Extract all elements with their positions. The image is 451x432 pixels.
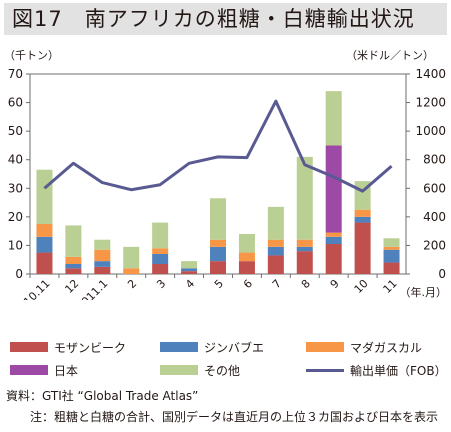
bar-mozambique (210, 261, 226, 274)
y-right-tick-label: 0 (438, 267, 446, 281)
y-axis-left-title: （千トン） (4, 49, 59, 62)
x-tick-label: 7 (270, 277, 284, 291)
bar-other (181, 261, 198, 269)
x-axis-unit-label: （年.月） (400, 285, 448, 299)
bar-mozambique (152, 264, 169, 274)
legend-label-zimbabwe: ジンバブエ (204, 341, 265, 355)
x-tick-label: 6 (241, 277, 255, 291)
bar-mozambique (325, 244, 342, 274)
bar-madagascar (94, 249, 111, 262)
bar-zimbabwe (152, 254, 169, 264)
y-axis-right-title: （米ドル／トン） (346, 49, 434, 62)
bar-madagascar (238, 252, 255, 262)
x-tick-label: 2011.1 (74, 277, 110, 300)
y-left-tick-label: 70 (8, 67, 23, 81)
bar-other (210, 198, 226, 240)
bar-mozambique (238, 261, 255, 274)
y-right-tick-label: 800 (423, 153, 446, 167)
bar-zimbabwe (65, 264, 82, 269)
x-tick-label: 12 (62, 277, 81, 296)
x-tick-label: 5 (212, 277, 226, 291)
bar-madagascar (210, 239, 226, 247)
bar-zimbabwe (296, 246, 313, 252)
bar-mozambique (181, 271, 198, 274)
x-tick-label: 10 (352, 277, 371, 296)
y-right-tick-label: 200 (423, 238, 446, 252)
bar-other (65, 225, 82, 257)
legend-label-madagascar: マダガスカル (350, 341, 423, 355)
legend-swatch-other (160, 365, 198, 375)
bar-madagascar (36, 224, 53, 237)
bar-other (296, 156, 313, 240)
bar-madagascar (123, 268, 140, 274)
bar-madagascar (267, 239, 284, 247)
bar-other (36, 169, 53, 224)
source-note: 資料：GTI社 “Global Trade Atlas” (6, 389, 199, 403)
chart-plot: 0 10 20 30 40 50 60 70 0 200 400 600 800 1000 1200 1400… (8, 67, 448, 300)
bar-madagascar (296, 239, 313, 247)
bar-zimbabwe (267, 246, 284, 256)
bar-madagascar (152, 248, 169, 254)
y-right-tick-label: 600 (423, 181, 446, 195)
legend-line-price (306, 369, 344, 372)
bar-other (123, 246, 140, 269)
y-right-tick-label: 1200 (415, 96, 446, 110)
y-left-tick-label: 30 (8, 181, 23, 195)
bar-other (325, 91, 342, 146)
legend-label-japan: 日本 (54, 364, 79, 378)
legend-swatch-zimbabwe (160, 342, 198, 352)
bar-madagascar (65, 256, 82, 264)
chart-title: 図17 南アフリカの粗糖・白糖輸出状況 (4, 3, 447, 35)
bar-zimbabwe (181, 268, 198, 272)
legend-swatch-mozambique (10, 342, 48, 352)
y-left-tick-label: 60 (8, 96, 23, 110)
bar-mozambique (94, 266, 111, 274)
bar-zimbabwe (210, 246, 226, 262)
x-tick-label: 11 (381, 277, 400, 296)
bar-other (383, 238, 400, 247)
y-right-tick-label: 1000 (415, 124, 446, 138)
bar-mozambique (65, 268, 82, 274)
legend-swatch-japan (10, 365, 48, 375)
legend-label-other: その他 (204, 364, 241, 378)
bar-mozambique (296, 251, 313, 274)
bar-mozambique (354, 222, 371, 274)
x-tick-label: 3 (154, 277, 168, 291)
bar-zimbabwe (325, 236, 342, 244)
bar-other (94, 239, 111, 250)
legend-swatch-madagascar (306, 342, 344, 352)
bar-zimbabwe (383, 249, 400, 263)
price-line (43, 99, 393, 193)
bar-zimbabwe (94, 261, 111, 267)
bar-mozambique (36, 252, 53, 274)
bar-madagascar (325, 232, 342, 237)
bar-madagascar (383, 246, 400, 250)
legend-label-price: 輸出単価（FOB） (350, 364, 447, 378)
x-tick-label: 9 (328, 277, 342, 291)
bar-zimbabwe (354, 216, 371, 223)
bar-other (238, 234, 255, 253)
x-tick-label: 4 (183, 277, 197, 291)
bar-other (267, 206, 284, 240)
y-left-tick-label: 40 (8, 153, 23, 167)
y-left-tick-label: 10 (8, 238, 23, 252)
legend-label-mozambique: モザンビーク (54, 341, 127, 355)
y-left-tick-label: 0 (15, 267, 23, 281)
bar-other (152, 222, 169, 249)
y-right-tick-label: 400 (423, 210, 446, 224)
x-tick-label: 8 (299, 277, 313, 291)
y-left-tick-label: 50 (8, 124, 23, 138)
bar-mozambique (267, 255, 284, 274)
x-tick-label: 2 (125, 277, 139, 291)
y-left-tick-label: 20 (8, 210, 23, 224)
footnote: 注：粗糖と白糖の合計、国別データは直近月の上位３カ国および日本を表示 (30, 410, 439, 424)
bar-mozambique (383, 262, 400, 274)
bar-madagascar (354, 209, 371, 217)
bar-zimbabwe (36, 236, 53, 253)
bar-japan (325, 145, 342, 233)
y-right-tick-label: 1400 (415, 67, 446, 81)
